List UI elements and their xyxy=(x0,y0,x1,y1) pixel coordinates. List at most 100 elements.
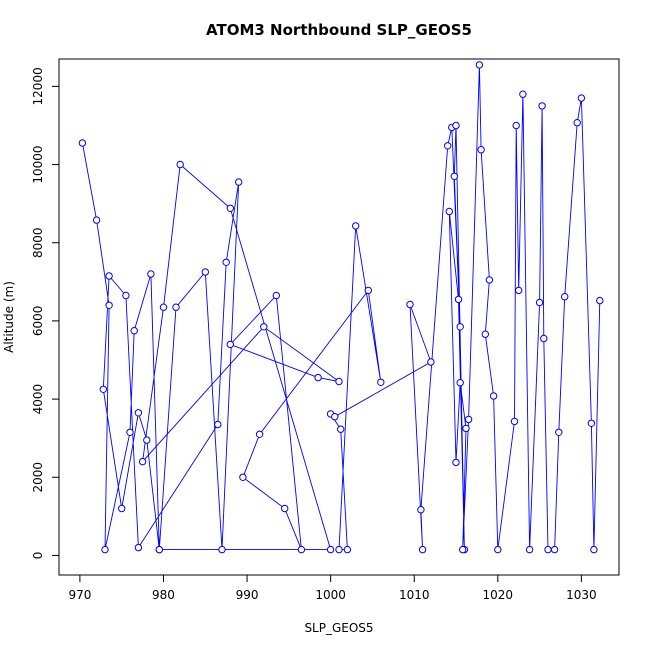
data-point xyxy=(335,377,343,386)
data-point xyxy=(214,420,222,429)
data-point xyxy=(525,545,534,554)
data-point xyxy=(337,425,345,433)
data-point xyxy=(134,543,143,552)
data-point xyxy=(481,330,489,338)
chart-title: ATOM3 Northbound SLP_GEOS5 xyxy=(206,21,472,39)
data-point xyxy=(122,291,130,300)
data-point xyxy=(172,303,180,311)
data-point xyxy=(587,419,596,427)
data-point xyxy=(456,323,464,331)
y-tick-label: 10000 xyxy=(31,145,45,183)
data-point xyxy=(452,458,460,467)
data-point xyxy=(201,268,210,276)
x-tick-label: 970 xyxy=(68,588,91,602)
data-point xyxy=(555,428,563,436)
data-point xyxy=(512,121,520,130)
data-point xyxy=(147,270,155,278)
x-axis-label: SLP_GEOS5 xyxy=(304,621,373,635)
data-point xyxy=(464,415,473,424)
y-tick-label: 0 xyxy=(31,552,45,560)
data-point xyxy=(226,340,235,349)
data-point xyxy=(226,204,235,213)
data-point xyxy=(143,436,151,444)
data-point xyxy=(118,504,126,513)
data-point xyxy=(272,291,280,300)
x-tick-label: 980 xyxy=(152,588,175,602)
data-point xyxy=(535,298,544,307)
data-point xyxy=(445,207,453,216)
data-point xyxy=(519,90,527,98)
data-point xyxy=(444,142,452,150)
series-point-group xyxy=(78,61,604,554)
y-axis-label: Altitude (m) xyxy=(2,281,16,353)
x-axis: 970 980 990 1000 1010 1020 1030 xyxy=(68,574,597,602)
y-tick-label: 12000 xyxy=(31,67,45,105)
y-tick-label: 4000 xyxy=(31,384,45,415)
data-point xyxy=(577,94,586,102)
y-tick-label: 8000 xyxy=(31,227,45,258)
x-tick-label: 1030 xyxy=(566,588,597,602)
data-point xyxy=(222,258,230,266)
data-point xyxy=(538,102,546,110)
data-point xyxy=(343,545,352,554)
data-point xyxy=(218,545,226,554)
data-point xyxy=(335,545,343,554)
data-point xyxy=(418,545,427,554)
data-point xyxy=(450,172,458,181)
data-point xyxy=(596,296,604,305)
data-point xyxy=(417,506,425,514)
data-point xyxy=(352,222,360,230)
data-point xyxy=(477,146,485,154)
data-point xyxy=(485,276,494,284)
data-point xyxy=(561,293,569,301)
data-point xyxy=(326,545,335,554)
data-point xyxy=(544,545,552,554)
data-point xyxy=(590,545,598,554)
data-point xyxy=(159,303,168,311)
data-point xyxy=(540,334,548,343)
data-point xyxy=(550,545,559,554)
data-point xyxy=(515,286,523,295)
data-point xyxy=(130,327,138,335)
data-point xyxy=(364,286,372,295)
data-point xyxy=(281,504,289,513)
data-point xyxy=(573,119,581,127)
series-line-group xyxy=(81,64,601,551)
data-point xyxy=(494,545,502,554)
data-point xyxy=(101,545,109,554)
data-point xyxy=(510,417,519,426)
data-point xyxy=(155,545,164,554)
data-point xyxy=(99,385,108,393)
data-point xyxy=(452,121,460,130)
data-point xyxy=(462,424,470,433)
data-point xyxy=(331,413,339,421)
data-point xyxy=(105,272,113,280)
x-tick-label: 990 xyxy=(236,588,259,602)
data-point xyxy=(459,545,467,554)
data-point xyxy=(454,295,463,304)
data-point xyxy=(92,216,101,224)
y-axis: 0 2000 4000 6000 8000 10000 12000 xyxy=(31,67,60,560)
x-tick-label: 1020 xyxy=(483,588,514,602)
data-point xyxy=(255,430,264,438)
data-point xyxy=(406,300,414,309)
data-point xyxy=(176,160,184,169)
data-point xyxy=(138,457,147,466)
data-point xyxy=(235,178,243,186)
data-point xyxy=(239,473,247,481)
data-point xyxy=(456,379,464,387)
data-point xyxy=(377,378,385,386)
data-point xyxy=(297,545,306,554)
data-point xyxy=(105,301,113,309)
data-point xyxy=(475,61,484,69)
x-tick-label: 1000 xyxy=(315,588,346,602)
data-point xyxy=(134,409,143,417)
data-point xyxy=(314,373,322,382)
y-tick-label: 2000 xyxy=(31,462,45,493)
data-point xyxy=(489,392,498,400)
plot-frame xyxy=(58,58,620,576)
x-tick-label: 1010 xyxy=(399,588,430,602)
data-point xyxy=(126,428,134,436)
series-line xyxy=(81,64,601,551)
